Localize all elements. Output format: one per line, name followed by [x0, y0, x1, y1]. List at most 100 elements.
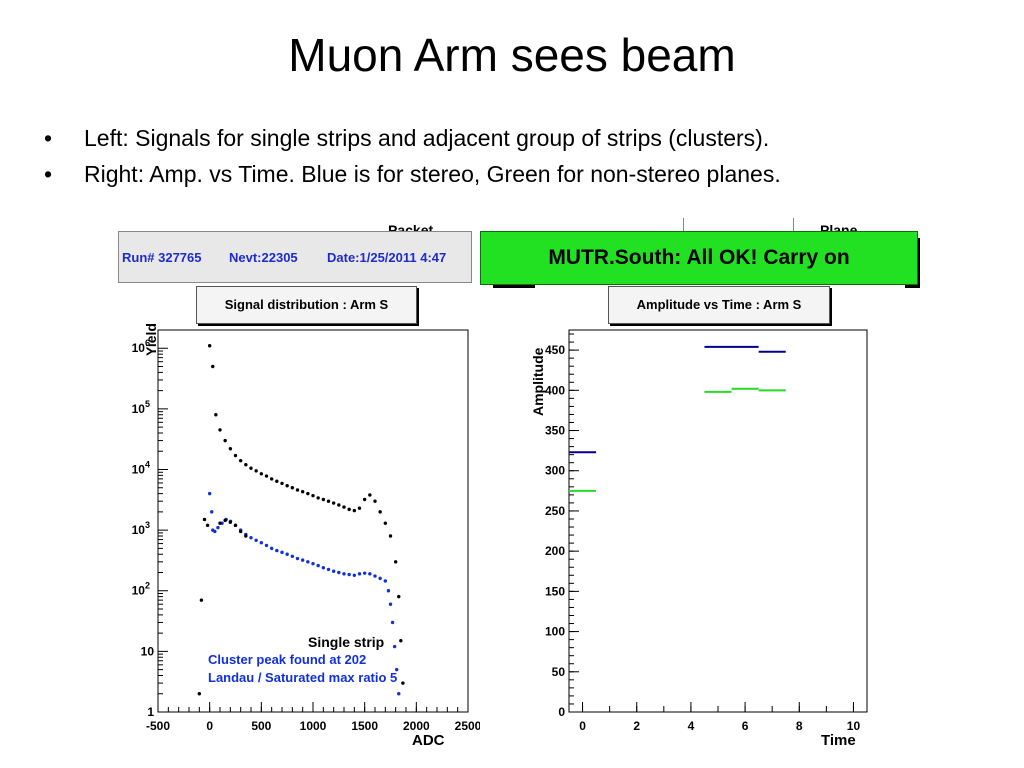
- data-point: [321, 565, 326, 570]
- x-tick-label: 2000: [403, 719, 430, 733]
- data-point: [392, 644, 397, 649]
- y-axis-label: Yield: [143, 323, 159, 356]
- x-tick-label: 1500: [351, 719, 378, 733]
- cluster-peak-note: Cluster peak found at 202: [208, 652, 366, 667]
- data-point: [352, 508, 357, 513]
- data-point: [295, 556, 300, 561]
- bullet-item: Right: Amp. vs Time. Blue is for stereo,…: [44, 156, 781, 192]
- data-point: [397, 594, 401, 599]
- data-point: [306, 491, 310, 496]
- data-point: [197, 692, 202, 696]
- event-count: Nevt:22305: [229, 250, 298, 265]
- status-shadow: [916, 238, 920, 288]
- data-point: [326, 567, 331, 572]
- data-point: [233, 453, 238, 458]
- data-point: [269, 477, 274, 481]
- data-point: [218, 428, 222, 432]
- data-point: [378, 510, 382, 514]
- data-point: [211, 364, 215, 369]
- data-point: [347, 507, 351, 512]
- data-point: [218, 521, 222, 525]
- y-tick-label: 350: [545, 424, 565, 438]
- data-point: [347, 572, 351, 577]
- x-tick-label: 4: [688, 719, 695, 733]
- plot-frame: [568, 329, 868, 713]
- y-tick-label: 100: [545, 625, 565, 639]
- data-point: [321, 497, 326, 502]
- data-point: [331, 569, 336, 573]
- data-point: [390, 620, 395, 625]
- data-point: [244, 534, 248, 538]
- data-point: [337, 570, 341, 575]
- data-point: [326, 499, 331, 503]
- data-point: [269, 546, 274, 551]
- data-point: [238, 529, 243, 534]
- data-point: [233, 523, 238, 528]
- divider: [683, 218, 684, 232]
- bullet-item: Left: Signals for single strips and adja…: [44, 120, 781, 156]
- status-banner: MUTR.South: All OK! Carry on: [480, 231, 918, 285]
- x-tick-label: 2: [633, 719, 640, 733]
- x-tick-label: 10: [847, 719, 861, 733]
- y-tick-label: 105: [132, 399, 150, 416]
- data-point: [399, 638, 403, 643]
- y-tick-label: 400: [545, 383, 565, 397]
- data-point: [373, 574, 377, 578]
- y-axis-label: Amplitude: [530, 347, 546, 416]
- data-point: [357, 506, 362, 510]
- run-number: Run# 327765: [122, 250, 202, 265]
- amplitude-plot-title: Amplitude vs Time : Arm S: [608, 286, 830, 324]
- data-point: [316, 563, 320, 568]
- data-point: [285, 552, 289, 556]
- cut-label-plane: Plane: [820, 223, 858, 231]
- data-point: [368, 493, 372, 497]
- signal-plot-title: Signal distribution : Arm S: [196, 286, 417, 324]
- data-point: [275, 548, 279, 553]
- data-point: [300, 490, 305, 494]
- data-point: [210, 510, 214, 514]
- y-tick-label: 300: [545, 464, 565, 478]
- data-point: [264, 474, 269, 478]
- data-point: [228, 447, 233, 451]
- y-tick-label: 50: [552, 665, 566, 679]
- data-point: [238, 458, 243, 463]
- y-tick-label: 103: [132, 520, 150, 537]
- y-tick-label: 0: [558, 705, 565, 719]
- x-tick-label: -500: [146, 719, 170, 733]
- data-point: [311, 561, 315, 566]
- x-tick-label: 0: [579, 719, 586, 733]
- data-point: [214, 413, 218, 417]
- data-point: [249, 466, 253, 470]
- data-point: [213, 529, 217, 534]
- data-point: [264, 543, 269, 548]
- data-point: [311, 493, 315, 498]
- data-point: [352, 573, 357, 577]
- data-point: [362, 497, 367, 502]
- x-tick-label: 2500: [455, 719, 480, 733]
- signal-distribution-chart: -500 0 500 1000 1500 2000 2500 1 10 102 103 104 105 1…: [132, 323, 480, 749]
- data-point: [373, 499, 377, 503]
- slide-title: Muon Arm sees beam: [288, 29, 736, 81]
- data-point: [207, 344, 212, 348]
- data-point: [357, 572, 362, 576]
- data-point: [280, 550, 284, 555]
- data-point: [207, 491, 212, 496]
- x-tick-label: 8: [796, 719, 803, 733]
- y-tick-label: 104: [132, 459, 150, 476]
- y-tick-label: 150: [545, 584, 565, 598]
- data-point: [275, 479, 279, 483]
- data-point: [306, 560, 310, 564]
- data-point: [285, 484, 289, 488]
- y-tick-label: 200: [545, 544, 565, 558]
- data-point: [249, 535, 253, 540]
- data-point: [362, 571, 367, 575]
- data-point: [202, 517, 207, 522]
- data-point: [401, 681, 405, 685]
- status-shadow: [905, 283, 920, 288]
- data-point: [388, 534, 393, 538]
- data-point: [254, 538, 258, 542]
- single-strip-legend: Single strip: [308, 634, 384, 650]
- data-point: [397, 692, 401, 696]
- data-point: [331, 501, 336, 505]
- data-point: [342, 505, 346, 509]
